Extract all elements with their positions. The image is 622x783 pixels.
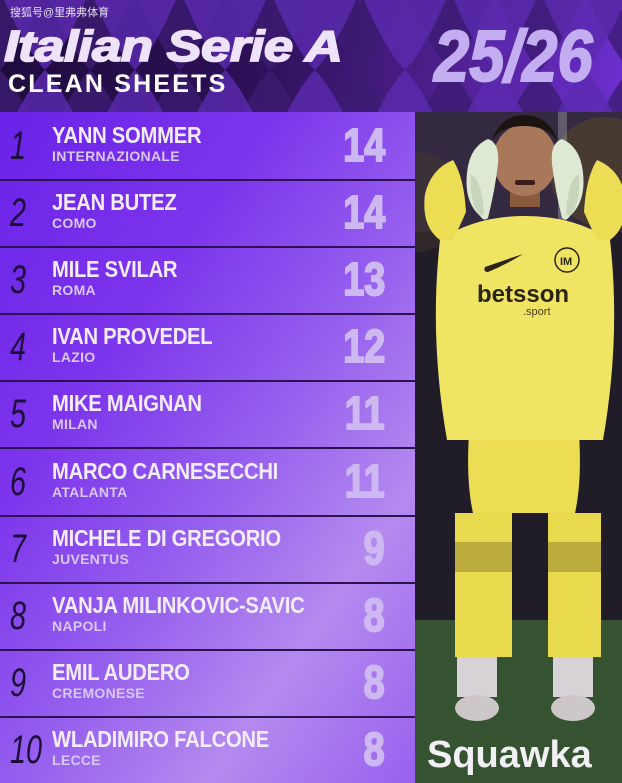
svg-text:Squawka: Squawka [427,734,593,776]
svg-text:betsson: betsson [477,281,569,308]
svg-text:IM: IM [560,256,572,268]
svg-text:.sport: .sport [523,306,551,318]
